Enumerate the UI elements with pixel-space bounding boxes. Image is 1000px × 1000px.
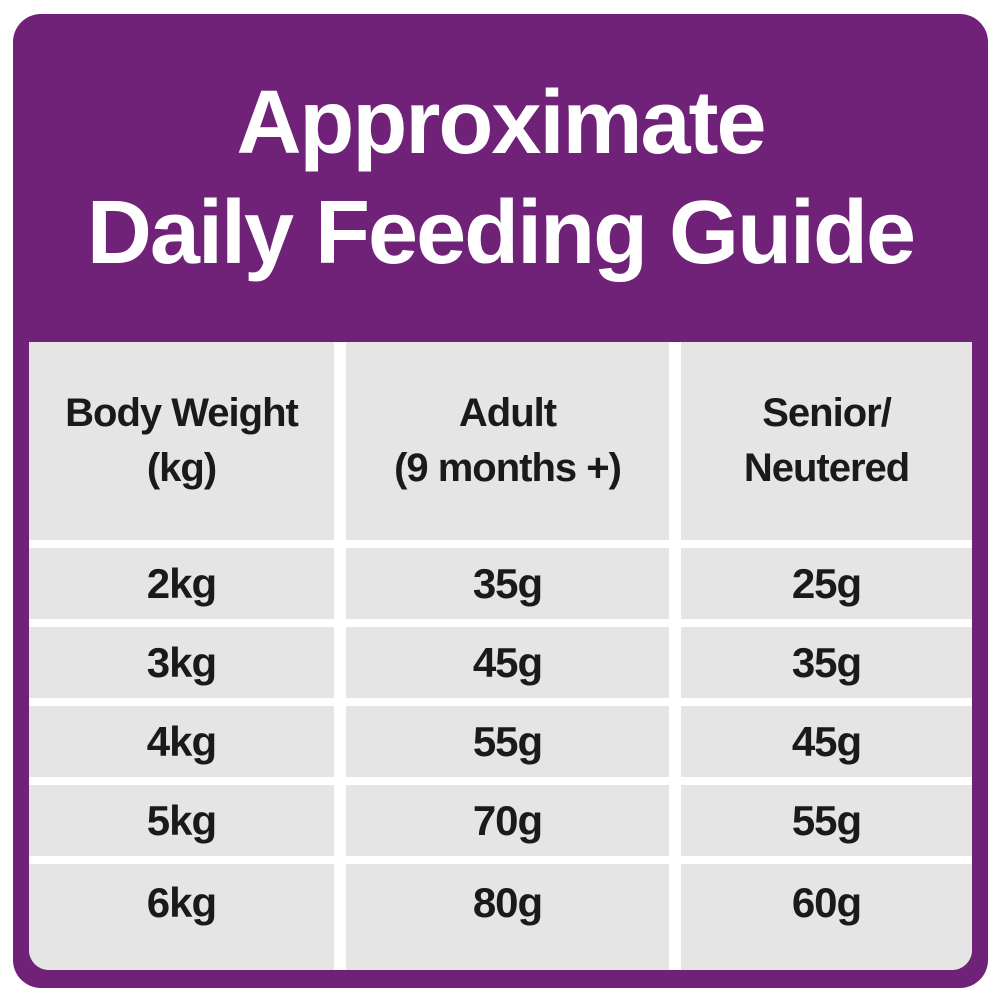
table-row-4-senior: 55g — [681, 785, 972, 856]
title-line-2: Daily Feeding Guide — [86, 183, 916, 283]
column-header-adult: Adult (9 months +) — [345, 342, 670, 540]
feeding-guide-card: Approximate Daily Feeding Guide Body Wei… — [13, 14, 988, 988]
table-row-2-senior: 35g — [681, 627, 972, 698]
table-row-5-weight: 6kg — [29, 864, 334, 970]
title-line-1: Approximate — [236, 73, 766, 173]
column-header-body-weight: Body Weight (kg) — [29, 342, 334, 540]
column-header-senior: Senior/ Neutered — [681, 342, 972, 540]
table-row-3-senior: 45g — [681, 706, 972, 777]
feeding-table: Body Weight (kg) Adult (9 months +) Seni… — [29, 342, 972, 970]
table-row-1-adult: 35g — [345, 548, 670, 619]
column-header-adult-line1: Adult — [458, 391, 557, 435]
page-title: Approximate Daily Feeding Guide — [13, 14, 988, 342]
table-row-1-weight: 2kg — [29, 548, 334, 619]
column-header-senior-line2: Neutered — [743, 446, 910, 490]
table-row-4-weight: 5kg — [29, 785, 334, 856]
table-row-3-adult: 55g — [345, 706, 670, 777]
table-row-1-senior: 25g — [681, 548, 972, 619]
column-header-adult-line2: (9 months +) — [394, 446, 622, 490]
table-row-3-weight: 4kg — [29, 706, 334, 777]
column-header-body-weight-line2: (kg) — [146, 446, 217, 490]
table-row-5-senior: 60g — [681, 864, 972, 970]
table-row-5-adult: 80g — [345, 864, 670, 970]
table-row-2-adult: 45g — [345, 627, 670, 698]
table-row-2-weight: 3kg — [29, 627, 334, 698]
column-header-body-weight-line1: Body Weight — [65, 391, 299, 435]
column-header-senior-line1: Senior/ — [762, 391, 892, 435]
table-row-4-adult: 70g — [345, 785, 670, 856]
